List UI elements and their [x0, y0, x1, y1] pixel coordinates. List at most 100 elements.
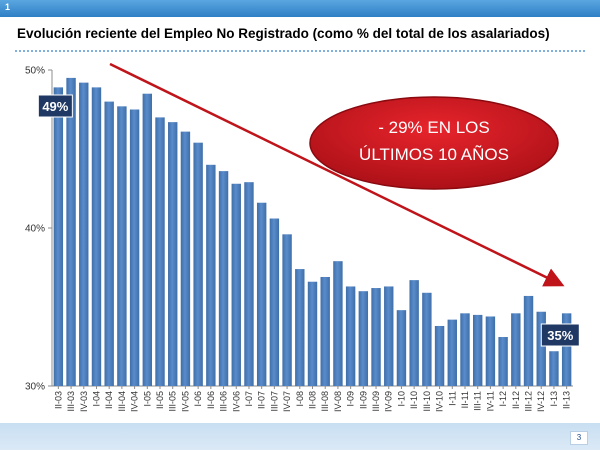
callout-line1: - 29% EN LOS: [378, 118, 490, 137]
bar: [409, 280, 419, 386]
bar: [345, 286, 356, 386]
bar: [549, 351, 559, 386]
x-tick-label: IV-10: [435, 391, 445, 412]
y-tick-label: 30%: [25, 382, 45, 393]
x-tick-label: III-12: [524, 391, 534, 412]
x-tick-label: I-05: [142, 391, 152, 407]
bar: [244, 182, 254, 386]
bar: [307, 281, 318, 386]
chart-title: Evolución reciente del Empleo No Registr…: [17, 26, 550, 41]
bar: [53, 87, 64, 386]
title-divider: [15, 50, 585, 52]
y-tick-label: 40%: [25, 224, 45, 235]
bar: [498, 337, 508, 386]
bar: [434, 325, 445, 386]
x-tick-label: IV-08: [333, 391, 343, 412]
bar: [384, 286, 394, 386]
bar: [256, 202, 267, 386]
page-number: 3: [570, 431, 588, 445]
x-tick-label: II-03: [53, 391, 63, 409]
end-label: 35%: [547, 328, 573, 343]
bar: [460, 313, 470, 386]
x-tick-label: II-06: [206, 391, 216, 409]
x-tick-label: III-09: [371, 391, 381, 412]
y-tick-label: 50%: [25, 66, 45, 77]
x-tick-label: IV-12: [536, 391, 546, 412]
x-tick-labels: II-03 III-03 IV-03 I-04 II-04 III-04 IV-04 I-05…: [53, 386, 572, 412]
bar: [129, 109, 140, 386]
bar: [218, 171, 229, 386]
x-tick-label: IV-03: [79, 391, 89, 412]
bar: [117, 106, 127, 386]
annotations: 49% 35% - 29% EN LOS ÚLTIMOS 10 AÑOS: [37, 62, 580, 347]
bars: [53, 77, 572, 387]
slide-number: 1: [5, 2, 11, 12]
x-tick-label: III-05: [168, 391, 178, 412]
x-tick-label: I-10: [396, 391, 406, 407]
x-tick-label: II-12: [511, 391, 521, 409]
x-tick-label: I-12: [498, 391, 508, 407]
x-tick-label: III-04: [117, 391, 127, 412]
trend-arrow: [109, 62, 565, 287]
bar: [447, 319, 457, 386]
x-tick-label: I-04: [91, 391, 101, 407]
bar: [66, 77, 76, 387]
bar: [485, 316, 496, 386]
bar: [320, 276, 330, 386]
start-label: 49%: [42, 99, 68, 114]
x-tick-label: III-03: [66, 391, 76, 412]
bar: [269, 218, 280, 386]
x-tick-label: III-07: [269, 391, 279, 412]
x-tick-label: IV-04: [130, 391, 140, 412]
top-bar: 1: [0, 0, 600, 17]
bar: [333, 261, 343, 386]
x-tick-label: I-11: [447, 391, 457, 406]
bar: [104, 101, 114, 386]
bar: [422, 292, 432, 386]
x-tick-label: IV-09: [384, 391, 394, 412]
bar: [231, 183, 241, 386]
bar: [371, 288, 381, 386]
x-tick-label: I-13: [549, 391, 559, 407]
callout-line2: ÚLTIMOS 10 AÑOS: [359, 145, 509, 164]
x-tick-label: I-08: [295, 391, 305, 407]
x-tick-label: II-10: [409, 391, 419, 409]
x-tick-label: IV-07: [282, 391, 292, 412]
x-tick-label: II-07: [257, 391, 267, 409]
callout-oval: [309, 96, 559, 190]
bar: [142, 93, 153, 386]
bar: [79, 82, 89, 386]
end-label-box: [540, 323, 580, 347]
x-tick-label: II-08: [308, 391, 318, 409]
x-tick-label: II-09: [358, 391, 368, 409]
x-tick-label: III-11: [473, 391, 483, 411]
x-tick-label: I-09: [346, 391, 356, 407]
bar: [511, 313, 521, 386]
bar: [536, 311, 546, 386]
x-tick-label: I-06: [193, 391, 203, 407]
bar: [561, 313, 572, 386]
bar: [396, 310, 407, 386]
start-label-box: [37, 94, 73, 118]
x-tick-label: III-10: [422, 391, 432, 412]
x-tick-label: IV-06: [231, 391, 241, 412]
bar: [523, 295, 534, 386]
bar: [206, 164, 216, 386]
x-tick-label: II-13: [562, 391, 572, 409]
bar: [155, 117, 165, 387]
bar: [193, 142, 203, 386]
x-tick-label: IV-11: [485, 391, 495, 411]
bar: [180, 131, 191, 386]
bar: [282, 234, 292, 386]
bottom-bar: [0, 423, 600, 450]
bar: [358, 291, 369, 386]
bar: [472, 314, 483, 386]
bar: [168, 122, 178, 386]
x-tick-label: II-05: [155, 391, 165, 409]
bar: [91, 87, 102, 386]
bar-chart: 30%40%50% II-03 III-03 IV-03 I-04 II-04 III-0…: [25, 62, 580, 412]
bar: [295, 269, 305, 386]
x-tick-label: IV-05: [180, 391, 190, 412]
x-tick-label: I-07: [244, 391, 254, 407]
x-tick-label: II-11: [460, 391, 470, 408]
